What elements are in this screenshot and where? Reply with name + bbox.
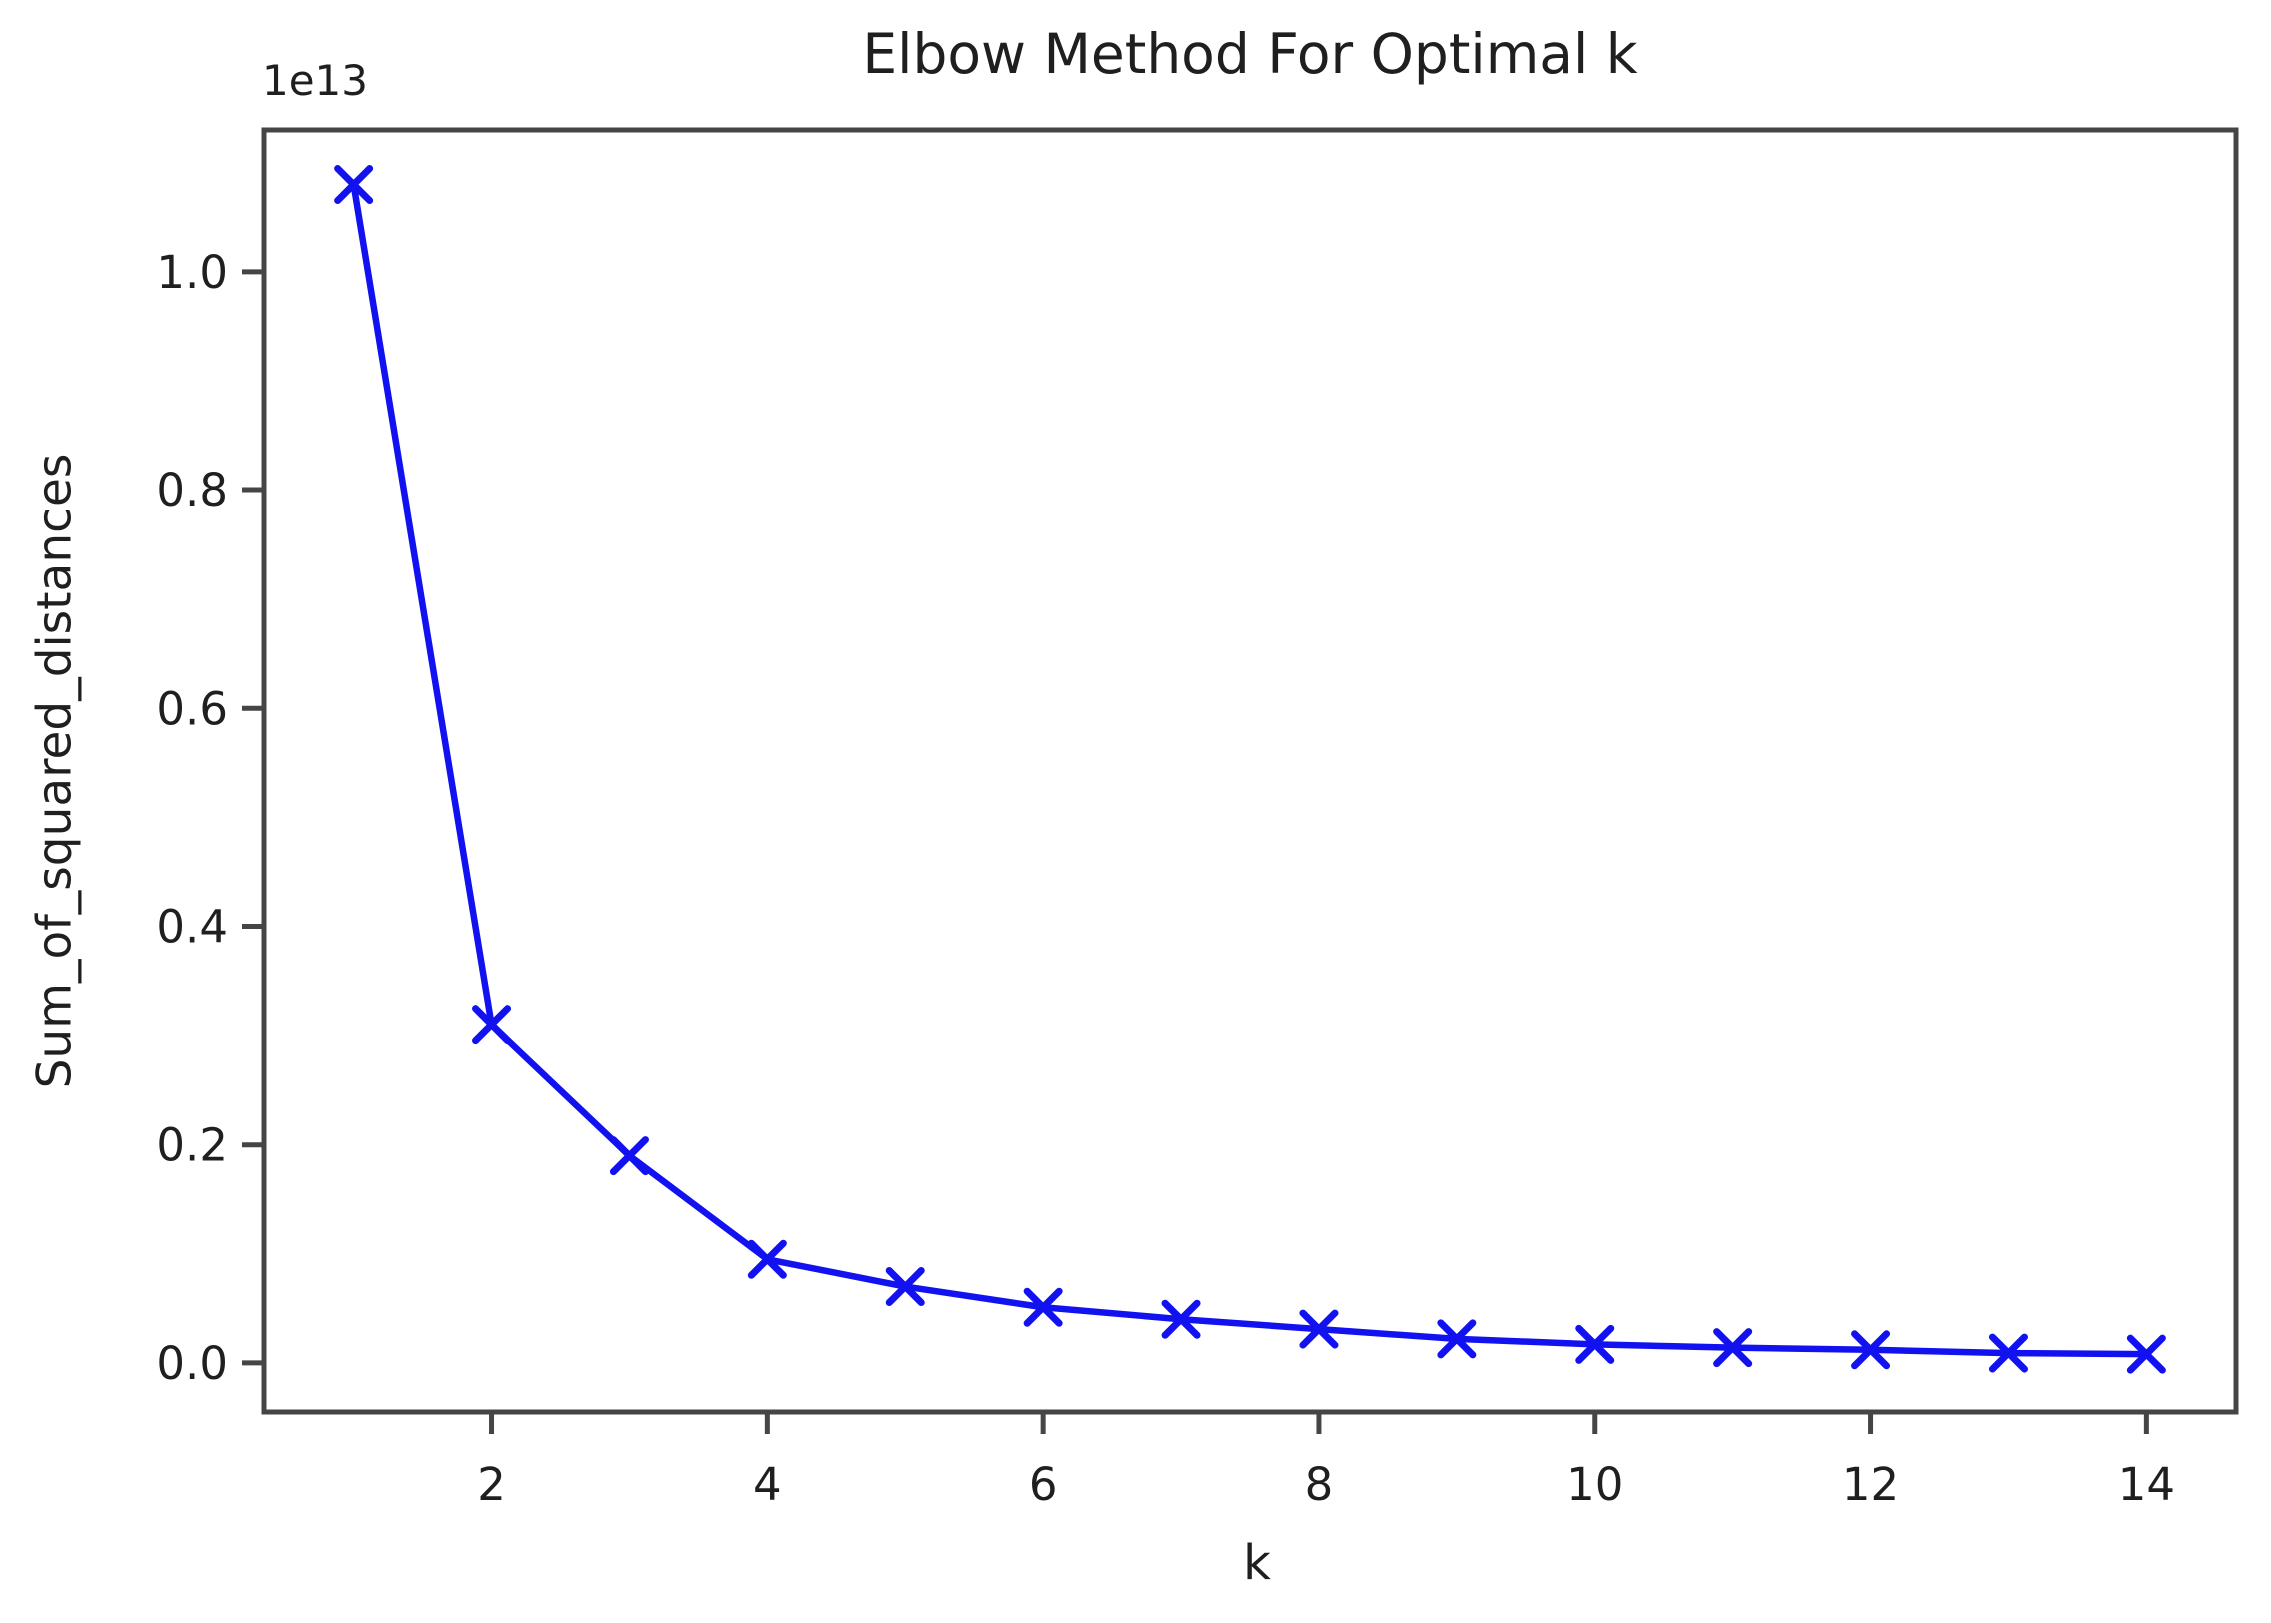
data-point-marker [1023,1287,1063,1327]
data-point-marker [1437,1319,1477,1359]
y-tick-label: 1.0 [156,246,228,299]
data-point-marker [1575,1324,1615,1364]
y-axis-offset-label: 1e13 [262,56,369,105]
plot-border [261,127,2239,1415]
x-tick-label: 12 [1842,1458,1899,1511]
data-point-marker [2126,1334,2166,1374]
y-tick-label: 0.0 [156,1337,228,1390]
data-point-marker [1851,1330,1891,1370]
y-tick-label: 0.2 [156,1119,228,1172]
data-point-marker [747,1239,787,1279]
data-point-marker [334,165,374,205]
y-tick-label: 0.4 [156,900,228,953]
series-line [350,181,2150,1358]
x-axis-label: k [1243,1535,1271,1591]
y-tick-label: 0.6 [156,682,228,735]
data-point-marker [885,1267,925,1307]
data-point-marker [1161,1299,1201,1339]
data-point-marker [1713,1328,1753,1368]
chart-title: Elbow Method For Optimal k [862,22,1638,86]
x-tick-label: 6 [1029,1458,1058,1511]
x-tick-label: 8 [1305,1458,1334,1511]
data-point-marker [472,1005,512,1045]
data-point-marker [609,1136,649,1176]
y-axis-label: Sum_of_squared_distances [27,453,83,1089]
data-point-marker [1299,1309,1339,1349]
data-point-marker [1988,1333,2028,1373]
x-tick-label: 10 [1566,1458,1623,1511]
y-tick-label: 0.8 [156,464,228,517]
x-tick-label: 2 [477,1458,506,1511]
x-tick-label: 4 [753,1458,782,1511]
x-tick-label: 14 [2118,1458,2175,1511]
